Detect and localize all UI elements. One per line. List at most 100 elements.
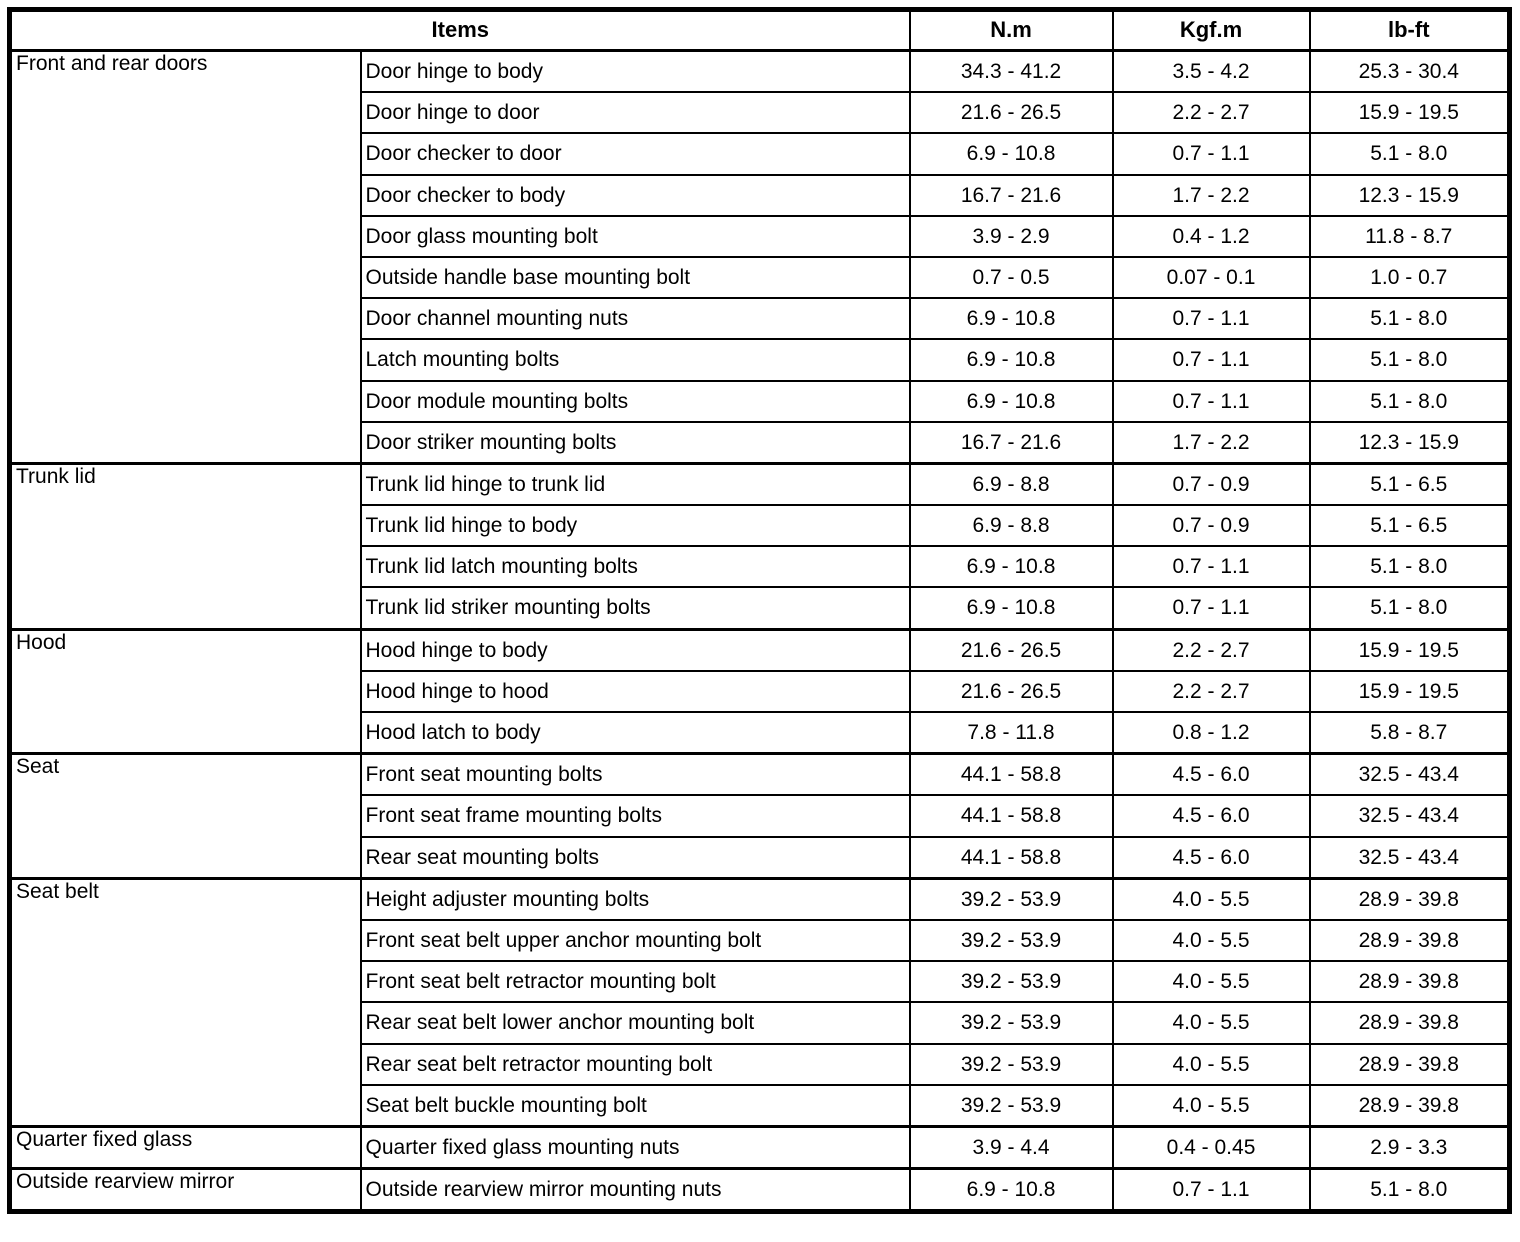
- value-kgfm: 0.7 - 1.1: [1111, 586, 1311, 631]
- value-nm: 6.9 - 10.8: [908, 545, 1114, 589]
- value-kgfm: 0.4 - 0.45: [1111, 1124, 1311, 1170]
- group-label: Hood: [8, 627, 362, 755]
- value-nm: 44.1 - 58.8: [908, 794, 1114, 838]
- value-nm: 6.9 - 10.8: [908, 586, 1114, 631]
- table-row: Hood Hood hinge to body 21.6 - 26.5 2.2 - 2…: [8, 627, 1511, 755]
- table-row: Door checker to body 16.7 - 21.6 1.7 - 2.2…: [10, 173, 1511, 217]
- item-cell: Trunk lid hinge to trunk lid: [359, 461, 911, 507]
- value-kgfm: 0.7 - 1.1: [1111, 338, 1311, 382]
- value-lbft: 1.0 - 0.7: [1308, 255, 1511, 300]
- table-row: Quarter fixed glass Quarter fixed glass m…: [8, 1124, 1511, 1170]
- value-kgfm: 3.5 - 4.2: [1111, 49, 1311, 94]
- item-cell: Rear seat belt lower anchor mounting bol…: [359, 1001, 911, 1045]
- table-row: Door glass mounting bolt 3.9 - 2.9 0.4 - 1…: [10, 214, 1511, 258]
- item-cell: Front seat frame mounting bolts: [359, 794, 911, 838]
- value-kgfm: 2.2 - 2.7: [1111, 91, 1311, 135]
- value-lbft: 5.1 - 6.5: [1308, 504, 1511, 548]
- value-nm: 6.9 - 8.8: [908, 504, 1114, 548]
- value-kgfm: 0.7 - 1.1: [1111, 297, 1311, 341]
- value-nm: 0.7 - 0.5: [908, 255, 1114, 300]
- value-nm: 21.6 - 26.5: [908, 627, 1114, 672]
- item-cell: Door glass mounting bolt: [359, 214, 911, 258]
- value-lbft: 32.5 - 43.4: [1308, 752, 1511, 797]
- value-lbft: 12.3 - 15.9: [1308, 173, 1511, 217]
- table-row: Seat Front seat mounting bolts 44.1 - 58.8…: [8, 752, 1511, 880]
- value-nm: 39.2 - 53.9: [908, 1083, 1114, 1128]
- table-row: Trunk lid striker mounting bolts 6.9 - 10…: [10, 586, 1511, 631]
- table-row: Rear seat belt retractor mounting bolt 39…: [10, 1042, 1511, 1086]
- value-nm: 16.7 - 21.6: [908, 420, 1114, 465]
- value-nm: 6.9 - 8.8: [908, 461, 1114, 507]
- col-header-nm: N.m: [908, 8, 1114, 52]
- table-row: Seat belt buckle mounting bolt 39.2 - 53.…: [10, 1083, 1511, 1128]
- value-nm: 39.2 - 53.9: [908, 1042, 1114, 1086]
- item-cell: Height adjuster mounting bolts: [359, 876, 911, 921]
- item-cell: Trunk lid striker mounting bolts: [359, 586, 911, 631]
- table-row: Rear seat mounting bolts 44.1 - 58.8 4.5 -…: [10, 835, 1511, 880]
- item-cell: Door hinge to body: [359, 49, 911, 94]
- item-cell: Door checker to body: [359, 173, 911, 217]
- item-cell: Front seat belt upper anchor mounting bo…: [359, 918, 911, 963]
- value-nm: 6.9 - 10.8: [908, 1167, 1114, 1213]
- value-nm: 21.6 - 26.5: [908, 91, 1114, 135]
- item-cell: Trunk lid hinge to body: [359, 504, 911, 548]
- value-kgfm: 1.7 - 2.2: [1111, 420, 1311, 465]
- table-row: Outside rearview mirror Outside rearview …: [8, 1167, 1511, 1213]
- value-nm: 6.9 - 10.8: [908, 379, 1114, 423]
- table-row: Front seat frame mounting bolts 44.1 - 58…: [10, 794, 1511, 838]
- value-nm: 39.2 - 53.9: [908, 960, 1114, 1004]
- value-kgfm: 4.0 - 5.5: [1111, 1001, 1311, 1045]
- item-cell: Door striker mounting bolts: [359, 420, 911, 465]
- value-kgfm: 0.7 - 1.1: [1111, 545, 1311, 589]
- value-lbft: 5.1 - 8.0: [1308, 297, 1511, 341]
- value-nm: 44.1 - 58.8: [908, 752, 1114, 797]
- group-label: Trunk lid: [8, 461, 362, 631]
- table-row: Door striker mounting bolts 16.7 - 21.6 1.…: [10, 420, 1511, 465]
- value-nm: 3.9 - 2.9: [908, 214, 1114, 258]
- value-kgfm: 4.0 - 5.5: [1111, 918, 1311, 963]
- value-nm: 3.9 - 4.4: [908, 1124, 1114, 1170]
- item-cell: Door module mounting bolts: [359, 379, 911, 423]
- item-cell: Rear seat belt retractor mounting bolt: [359, 1042, 911, 1086]
- item-cell: Seat belt buckle mounting bolt: [359, 1083, 911, 1128]
- item-cell: Door channel mounting nuts: [359, 297, 911, 341]
- col-header-kgfm: Kgf.m: [1111, 8, 1311, 52]
- value-kgfm: 4.0 - 5.5: [1111, 960, 1311, 1004]
- value-lbft: 32.5 - 43.4: [1308, 794, 1511, 838]
- value-kgfm: 4.5 - 6.0: [1111, 835, 1311, 880]
- item-cell: Rear seat mounting bolts: [359, 835, 911, 880]
- col-header-items: Items: [8, 8, 911, 52]
- value-kgfm: 0.7 - 1.1: [1111, 1167, 1311, 1213]
- item-cell: Outside handle base mounting bolt: [359, 255, 911, 300]
- value-kgfm: 1.7 - 2.2: [1111, 173, 1311, 217]
- item-cell: Front seat belt retractor mounting bolt: [359, 960, 911, 1004]
- table-row: Door module mounting bolts 6.9 - 10.8 0.7 …: [10, 379, 1511, 423]
- table-row: Door checker to door 6.9 - 10.8 0.7 - 1.1 5…: [10, 132, 1511, 176]
- item-cell: Door hinge to door: [359, 91, 911, 135]
- value-nm: 6.9 - 10.8: [908, 338, 1114, 382]
- table-row: Door hinge to door 21.6 - 26.5 2.2 - 2.7 15…: [10, 91, 1511, 135]
- table-row: Door channel mounting nuts 6.9 - 10.8 0.7 …: [10, 297, 1511, 341]
- item-cell: Hood hinge to body: [359, 627, 911, 672]
- value-lbft: 15.9 - 19.5: [1308, 669, 1511, 714]
- value-nm: 6.9 - 10.8: [908, 297, 1114, 341]
- table-row: Front and rear doors Door hinge to body 34…: [8, 49, 1511, 465]
- value-lbft: 5.1 - 8.0: [1308, 586, 1511, 631]
- value-nm: 44.1 - 58.8: [908, 835, 1114, 880]
- value-nm: 7.8 - 11.8: [908, 711, 1114, 755]
- value-nm: 39.2 - 53.9: [908, 876, 1114, 921]
- table-row: Rear seat belt lower anchor mounting bol…: [10, 1001, 1511, 1045]
- value-kgfm: 0.7 - 0.9: [1111, 504, 1311, 548]
- value-kgfm: 0.8 - 1.2: [1111, 711, 1311, 755]
- table-row: Trunk lid hinge to body 6.9 - 8.8 0.7 - 0.…: [10, 504, 1511, 548]
- value-nm: 39.2 - 53.9: [908, 918, 1114, 963]
- value-kgfm: 0.7 - 1.1: [1111, 379, 1311, 423]
- value-kgfm: 0.7 - 0.9: [1111, 461, 1311, 507]
- value-lbft: 5.8 - 8.7: [1308, 711, 1511, 755]
- item-cell: Outside rearview mirror mounting nuts: [359, 1167, 911, 1213]
- value-lbft: 28.9 - 39.8: [1308, 960, 1511, 1004]
- value-lbft: 28.9 - 39.8: [1308, 1042, 1511, 1086]
- value-lbft: 5.1 - 8.0: [1308, 545, 1511, 589]
- table-row: Trunk lid latch mounting bolts 6.9 - 10.8…: [10, 545, 1511, 589]
